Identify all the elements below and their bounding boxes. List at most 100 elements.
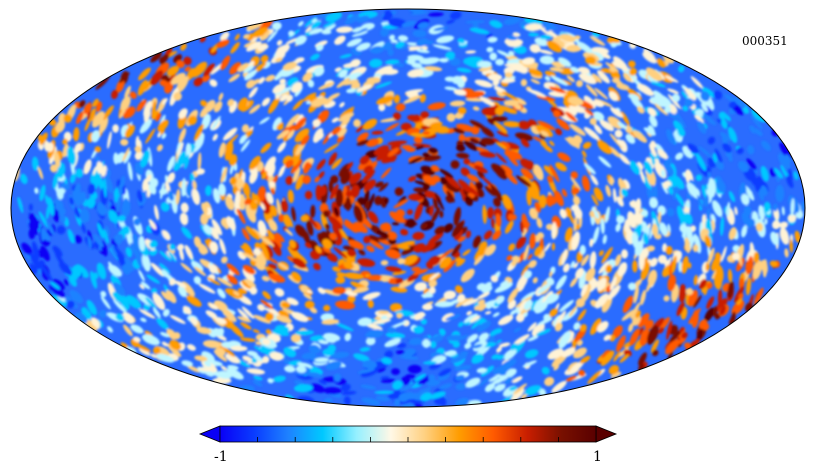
fluctuation-blob	[544, 376, 555, 387]
fluctuation-blob	[276, 129, 290, 140]
fluctuation-blob	[687, 143, 699, 154]
fluctuation-blob	[353, 205, 364, 223]
fluctuation-blob	[497, 354, 505, 360]
fluctuation-blob	[304, 300, 315, 309]
fluctuation-blob	[527, 322, 537, 332]
fluctuation-blob	[400, 228, 409, 236]
fluctuation-blob	[241, 227, 251, 241]
fluctuation-blob	[140, 281, 151, 290]
fluctuation-blob	[138, 235, 146, 252]
fluctuation-blob	[159, 263, 171, 274]
fluctuation-blob	[238, 193, 246, 211]
fluctuation-blob	[240, 322, 252, 330]
fluctuation-blob	[779, 142, 792, 159]
fluctuation-blob	[772, 220, 781, 230]
fluctuation-blob	[539, 34, 552, 40]
fluctuation-blob	[718, 111, 727, 120]
fluctuation-blob	[557, 152, 571, 162]
fluctuation-blob	[467, 174, 479, 182]
fluctuation-blob	[268, 257, 279, 265]
fluctuation-blob	[429, 341, 437, 349]
fluctuation-blob	[161, 269, 170, 278]
fluctuation-blob	[387, 147, 399, 157]
fluctuation-blob	[673, 120, 684, 134]
fluctuation-blob	[229, 176, 237, 186]
fluctuation-blob	[146, 274, 160, 284]
fluctuation-blob	[549, 67, 564, 72]
fluctuation-blob	[74, 207, 80, 219]
fluctuation-blob	[575, 80, 584, 88]
fluctuation-blob	[538, 194, 547, 209]
fluctuation-blob	[300, 284, 309, 293]
fluctuation-blob	[596, 277, 607, 292]
fluctuation-blob	[422, 130, 431, 136]
fluctuation-blob	[318, 340, 329, 345]
fluctuation-blob	[160, 201, 170, 212]
fluctuation-blob	[428, 279, 438, 288]
fluctuation-blob	[280, 200, 289, 213]
fluctuation-blob	[200, 100, 208, 107]
fluctuation-blob	[313, 66, 325, 77]
fluctuation-blob	[665, 339, 680, 355]
fluctuation-blob	[207, 277, 221, 286]
fluctuation-blob	[499, 280, 509, 286]
fluctuation-blob	[590, 174, 599, 186]
fluctuation-blob	[260, 142, 272, 154]
fluctuation-blob	[143, 108, 151, 122]
fluctuation-blob	[465, 377, 481, 388]
fluctuation-blob	[494, 282, 513, 293]
fluctuation-blob	[622, 72, 632, 82]
fluctuation-blob	[616, 215, 625, 224]
fluctuation-blob	[156, 317, 169, 330]
fluctuation-blob	[90, 317, 101, 328]
fluctuation-blob	[120, 175, 126, 188]
fluctuation-blob	[376, 230, 390, 238]
fluctuation-blob	[534, 234, 541, 243]
fluctuation-blob	[47, 197, 55, 216]
fluctuation-blob	[616, 83, 630, 91]
fluctuation-blob	[154, 204, 159, 221]
fluctuation-blob	[503, 66, 515, 75]
fluctuation-blob	[90, 108, 96, 122]
fluctuation-blob	[86, 299, 97, 316]
fluctuation-blob	[621, 308, 637, 321]
fluctuation-blob	[268, 181, 276, 188]
fluctuation-blob	[455, 397, 470, 407]
fluctuation-blob	[241, 124, 250, 133]
fluctuation-blob	[122, 312, 135, 324]
fluctuation-blob	[638, 364, 645, 371]
fluctuation-blob	[503, 16, 521, 25]
fluctuation-blob	[750, 218, 756, 227]
fluctuation-blob	[313, 128, 324, 143]
fluctuation-blob	[465, 20, 485, 24]
fluctuation-blob	[400, 122, 412, 132]
fluctuation-blob	[647, 269, 658, 286]
fluctuation-blob	[527, 89, 547, 98]
fluctuation-blob	[530, 181, 540, 201]
fluctuation-blob	[139, 284, 145, 290]
fluctuation-blob	[599, 119, 615, 132]
fluctuation-blob	[121, 225, 131, 236]
fluctuation-blob	[427, 232, 444, 245]
fluctuation-blob	[344, 13, 361, 25]
fluctuation-blob	[336, 77, 350, 89]
fluctuation-blob	[715, 265, 724, 284]
fluctuation-blob	[649, 115, 658, 128]
fluctuation-blob	[66, 146, 76, 165]
fluctuation-blob	[536, 217, 543, 229]
fluctuation-blob	[614, 254, 622, 267]
fluctuation-blob	[340, 383, 351, 392]
fluctuation-blob	[388, 154, 397, 163]
fluctuation-blob	[454, 374, 465, 381]
fluctuation-blob	[525, 23, 543, 31]
fluctuation-blob	[513, 327, 521, 333]
fluctuation-blob	[263, 307, 280, 316]
fluctuation-blob	[444, 76, 456, 82]
fluctuation-blob	[403, 95, 422, 104]
fluctuation-blob	[620, 111, 630, 126]
fluctuation-blob	[350, 184, 360, 198]
fluctuation-blob	[285, 176, 294, 185]
fluctuation-blob	[504, 220, 514, 234]
fluctuation-blob	[457, 38, 466, 44]
fluctuation-blob	[380, 27, 390, 37]
